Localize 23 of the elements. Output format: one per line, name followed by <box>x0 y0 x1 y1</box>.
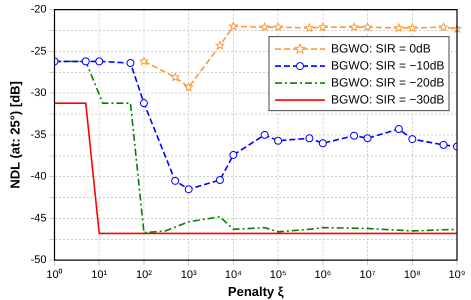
x-tick-label: 10⁴ <box>224 268 242 281</box>
legend-label: BGWO: SIR = 0dB <box>331 41 431 56</box>
legend-label: BGWO: SIR = −30dB <box>331 92 444 106</box>
x-tick-label: 10⁸ <box>404 268 421 281</box>
x-tick-label: 10⁹ <box>448 268 466 281</box>
x-axis-title: Penalty ξ <box>228 284 284 299</box>
x-tick-label: 10³ <box>180 268 197 281</box>
x-tick-label: 10¹ <box>91 268 108 281</box>
y-tick-label: -20 <box>30 4 46 16</box>
y-tick-label: -25 <box>30 45 46 58</box>
y-tick-label: -45 <box>30 212 46 224</box>
x-tick-label: 10⁵ <box>270 268 287 281</box>
y-axis-title: NDL (at: 25°) [dB] <box>7 81 22 189</box>
x-tick-label: 10² <box>136 268 152 281</box>
y-tick-label: -40 <box>30 170 46 183</box>
legend-label: BGWO: SIR = −10dB <box>331 58 444 72</box>
x-tick-label: 10⁷ <box>359 268 376 281</box>
x-tick-label: 10⁰ <box>46 268 63 281</box>
y-tick-label: -35 <box>30 128 46 141</box>
y-tick-label: -30 <box>30 87 46 100</box>
y-tick-label: -50 <box>30 254 46 266</box>
legend-label: BGWO: SIR = −20dB <box>331 75 444 90</box>
x-tick-label: 10⁶ <box>314 268 332 281</box>
